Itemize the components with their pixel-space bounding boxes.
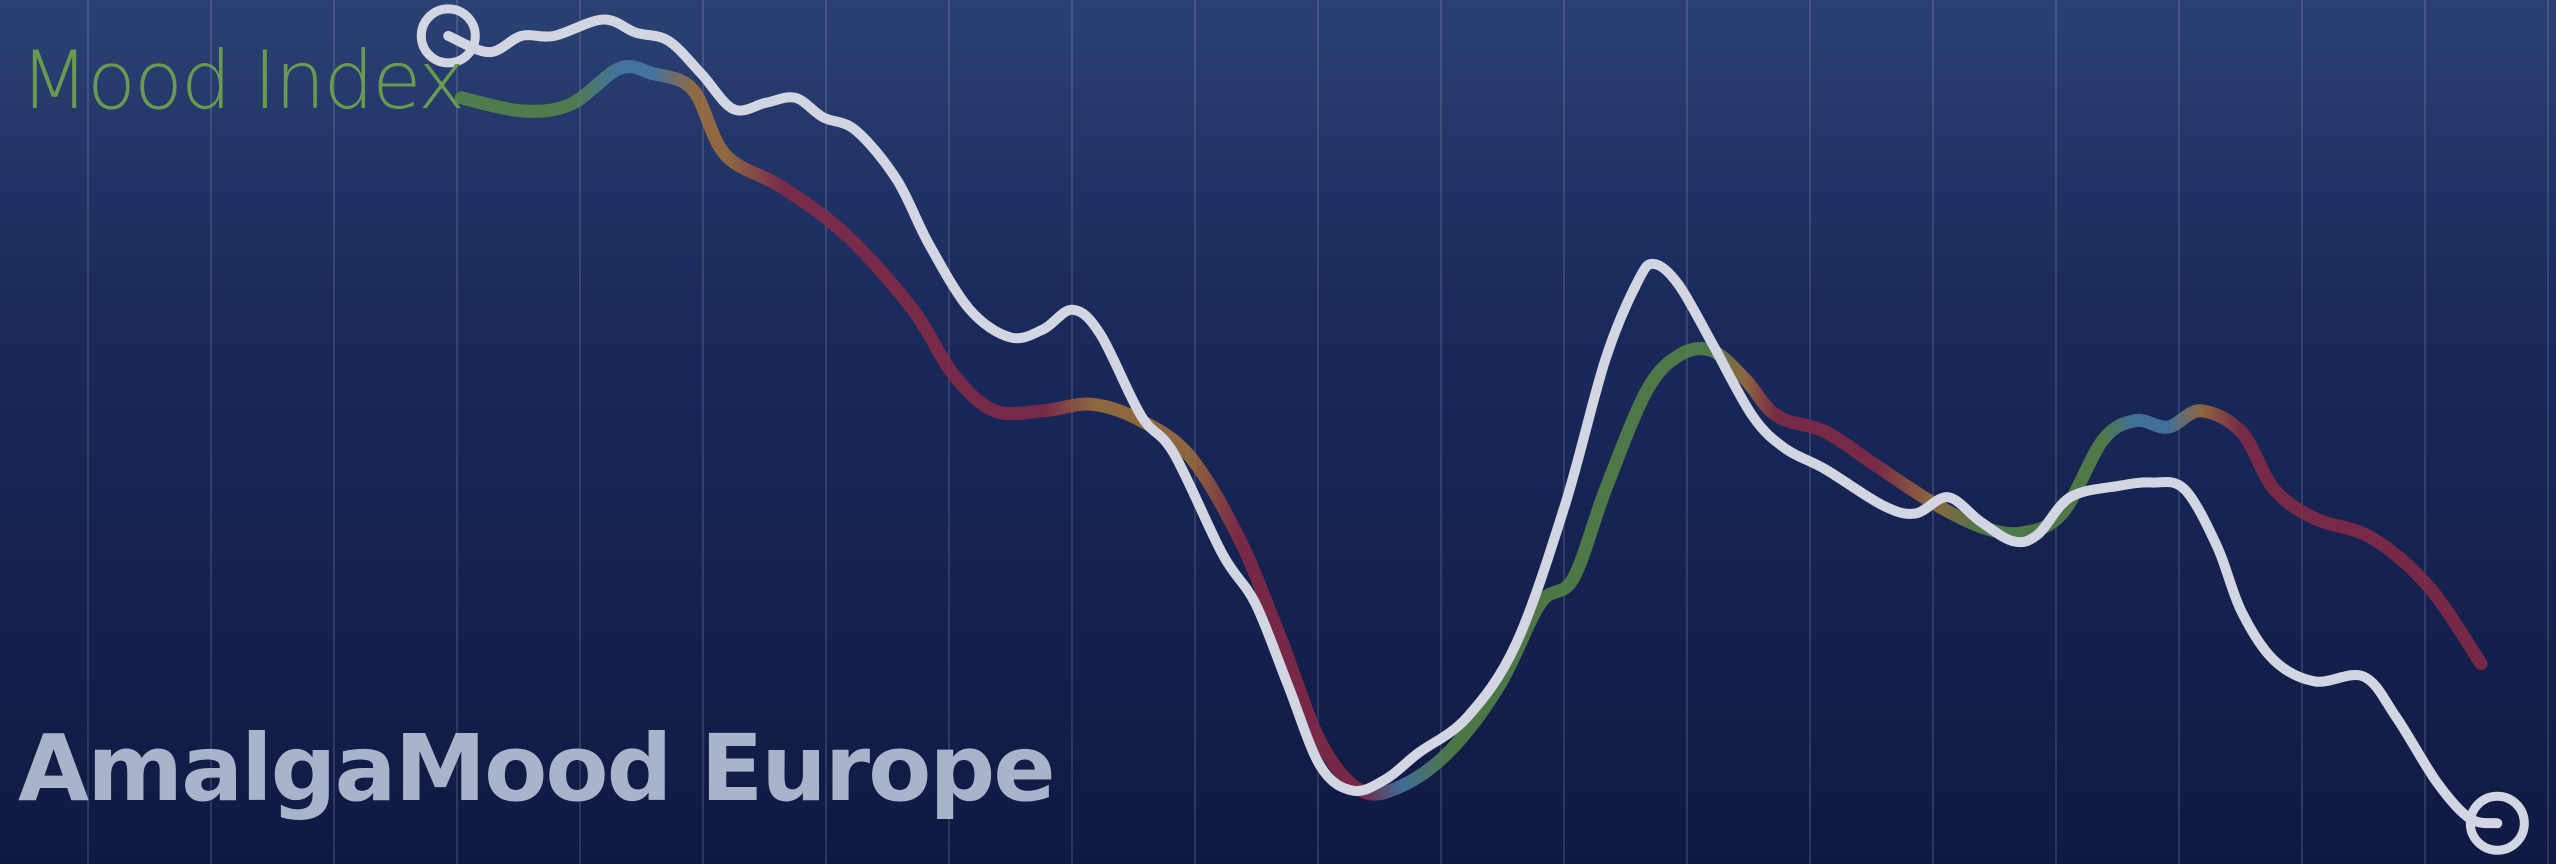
chart-title: AmalgaMood Europe xyxy=(18,715,1054,822)
series-line xyxy=(443,14,2503,829)
end-marker xyxy=(416,4,480,68)
end-marker xyxy=(2465,791,2529,855)
subtitle: Mood Index xyxy=(20,34,463,127)
plot xyxy=(416,4,2529,855)
